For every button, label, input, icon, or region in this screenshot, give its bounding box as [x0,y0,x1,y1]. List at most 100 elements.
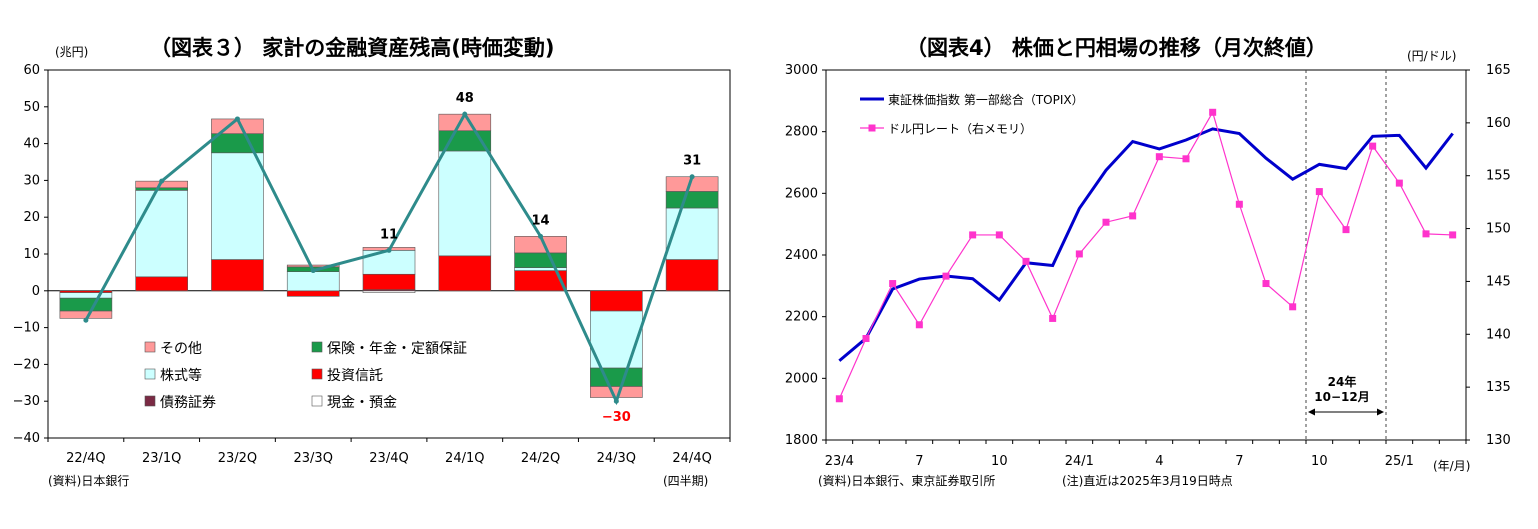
right-x-unit-label: (年/月) [1433,459,1470,473]
left-source-note: (資料)日本銀行 [48,474,129,488]
usdjpy-point [969,231,977,239]
total-data-label: 11 [380,227,398,242]
right-axis-tick-label: 140 [1486,327,1511,342]
total-point [613,398,619,404]
left-axis-tick-label: 2600 [785,186,818,201]
left-x-tick-label: 23/1Q [142,451,181,466]
left-x-tick-label: 22/4Q [66,451,105,466]
left-y-tick-label: 10 [23,247,40,262]
left-y-tick-label: 50 [23,100,40,115]
usdjpy-point [915,321,923,329]
total-point [538,233,544,239]
left-x-tick-label: 23/2Q [218,451,257,466]
highlight-arrow-head-left [1308,408,1315,416]
right-source-note: (資料)日本銀行、東京証券取引所 [818,473,995,488]
total-point [386,247,392,253]
bar-segment-3-0 [59,292,113,299]
highlight-label-year: 24年 [1328,374,1357,389]
left-axis-tick-label: 2000 [785,371,818,386]
legend-swatch [311,341,323,353]
left-x-tick-label: 24/1Q [445,451,484,466]
left-y-tick-label: 60 [23,63,40,78]
legend-label: 株式等 [160,367,202,384]
bar-segment-4-7 [590,367,643,387]
usdjpy-point [1342,226,1350,234]
usdjpy-point [1422,230,1430,238]
bar-segment-4-6 [514,252,567,268]
right-x-tick-label: 23/4 [825,454,854,469]
right-x-tick-label: 10 [991,454,1008,469]
total-point [83,317,89,323]
bar-segment-4-8 [665,191,719,209]
left-x-tick-label: 24/3Q [597,451,636,466]
left-x-tick-label: 24/2Q [521,451,560,466]
right-axis-tick-label: 130 [1486,433,1511,448]
bar-segment-4-1 [135,187,188,191]
bar-segment-3-2 [211,152,264,260]
bar-segment-2-3 [286,290,340,297]
bar-segment-3-1 [135,190,188,278]
left-y-tick-label: −30 [13,394,40,409]
usdjpy-point [1129,212,1137,220]
usdjpy-point [1075,250,1083,258]
bar-segment-3-5 [438,150,492,257]
total-data-label: 48 [456,91,474,106]
bar-segment-3-7 [590,310,643,369]
usdjpy-point [1449,231,1457,239]
left-chart-plot: 60 50 40 30 20 10 0 −10 −20 −30 −40 22/4Q 23/1Q 23/2Q… [13,63,731,466]
total-point [310,268,316,274]
right-y-unit-label: (円/ドル) [1407,49,1456,63]
right-x-tick-label: 4 [1155,454,1163,469]
usdjpy-point [1182,155,1190,163]
usdjpy-point [889,280,897,288]
right-chart-plot: 3000 2800 2600 2400 2200 2000 1800 165 160 155 150… [785,63,1511,469]
bar-segment-3-6 [514,267,567,271]
bar-segment-4-2 [211,133,264,154]
highlight-arrow-head-right [1377,408,1384,416]
left-y-tick-label: 0 [32,284,40,299]
usdjpy-point [1315,188,1323,196]
total-data-label: 31 [683,154,701,169]
total-point [462,111,468,117]
right-footnote: (注)直近は2025年3月19日時点 [1062,473,1233,488]
left-x-tick-label: 23/3Q [294,451,333,466]
legend-swatch [311,368,323,380]
right-chart-title: （図表4） 株価と円相場の推移（月次終値） [906,36,1327,60]
total-point [159,178,165,184]
legend-usdjpy-label: ドル円レート（右メモリ） [888,121,1032,136]
left-axis-tick-label: 2400 [785,248,818,263]
total-data-label: 14 [532,213,550,228]
bar-segment-2-1 [135,276,188,292]
left-axis-tick-label: 1800 [785,433,818,448]
total-point [689,174,695,180]
legend-label: 現金・預金 [327,395,397,411]
bar-segment-2-4 [362,273,416,290]
bar-segment-5-3 [286,264,340,268]
right-x-tick-label: 10 [1311,454,1328,469]
highlight-label-months: 10−12月 [1314,390,1369,404]
legend-label: 債務証券 [160,395,216,411]
usdjpy-line [838,110,1453,400]
legend-swatch [144,395,156,407]
left-y-tick-label: −20 [13,357,40,372]
usdjpy-point [1235,200,1243,208]
left-y-unit-label: (兆円) [55,45,88,59]
bar-segment-4-0 [59,297,113,312]
usdjpy-point [862,335,870,343]
total-point [234,116,240,122]
total-data-label: −30 [602,410,631,425]
left-x-tick-label: 24/4Q [672,451,711,466]
usdjpy-point [835,395,843,403]
left-chart-title: （図表３） 家計の金融資産残高(時価変動) [150,36,555,60]
bar-segment-3-3 [286,271,340,292]
right-axis-tick-label: 145 [1486,274,1511,289]
usdjpy-point [1369,142,1377,150]
legend-topix-label: 東証株価指数 第一部総合（TOPIX） [888,92,1084,107]
usdjpy-point [1395,179,1403,187]
bar-segment-2-7 [590,290,643,312]
right-x-tick-label: 25/1 [1385,454,1414,469]
legend-label: 投資信託 [327,368,383,384]
left-y-tick-label: 40 [23,137,40,152]
legend-swatch [144,368,156,380]
